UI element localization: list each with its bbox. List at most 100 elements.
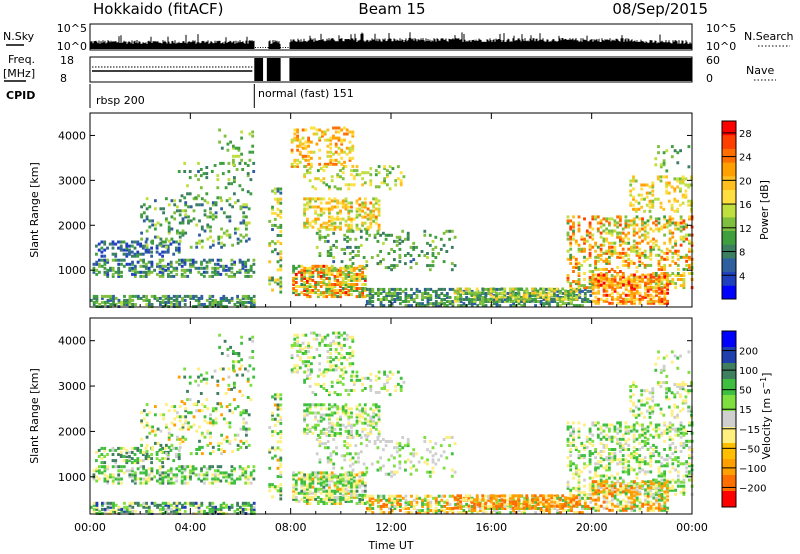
velocity-cell-1109 bbox=[352, 473, 356, 477]
power-cell-836 bbox=[276, 213, 280, 217]
power-cell-1053 bbox=[339, 268, 342, 272]
power-cell-888 bbox=[297, 293, 301, 297]
power-cell-391 bbox=[227, 274, 231, 278]
power-cell-1660 bbox=[384, 233, 388, 237]
velocity-cell-1328 bbox=[314, 403, 317, 407]
power-cell-999 bbox=[328, 289, 331, 292]
velocity-cell-698 bbox=[242, 417, 246, 421]
velocity-cell-781 bbox=[232, 360, 235, 364]
power-cell-226 bbox=[111, 274, 115, 278]
power-cell-658 bbox=[217, 241, 221, 245]
velocity-cell-348 bbox=[191, 465, 195, 469]
velocity-cell-280 bbox=[147, 475, 151, 479]
velocity-cell-515 bbox=[172, 459, 176, 463]
velocity-cell-1071 bbox=[344, 483, 348, 487]
power-cell-1759 bbox=[371, 287, 375, 291]
power-cell-2829 bbox=[682, 278, 686, 281]
power-cell-1357 bbox=[328, 207, 331, 211]
power-cell-1209 bbox=[315, 142, 319, 146]
velocity-cell-1215 bbox=[318, 343, 322, 347]
power-cell-2494 bbox=[610, 249, 614, 253]
velocity-cell-663 bbox=[220, 441, 223, 445]
velocity-cell-187 bbox=[247, 501, 251, 505]
power-cell-2107 bbox=[567, 294, 571, 297]
velocity-cell-990 bbox=[325, 489, 329, 493]
power-cell-448 bbox=[114, 252, 118, 256]
velocity-cell-723 bbox=[194, 379, 198, 383]
power-cell-2380 bbox=[588, 270, 592, 273]
velocity-cell-637 bbox=[206, 429, 210, 433]
power-cell-1484 bbox=[377, 207, 381, 211]
power-cell-2563 bbox=[624, 223, 628, 227]
velocity-cell-309 bbox=[167, 473, 170, 477]
power-cell-3227 bbox=[690, 199, 693, 203]
power-cell-931 bbox=[308, 278, 312, 282]
velocity-cell-1038 bbox=[336, 485, 340, 489]
velocity-cell-60 bbox=[136, 503, 140, 507]
power-cell-3115 bbox=[666, 277, 669, 281]
velocity-cell-1316 bbox=[308, 403, 312, 407]
power-cell-2817 bbox=[679, 243, 683, 247]
velocity-cell-1611 bbox=[343, 440, 347, 443]
velocity-cell-1079 bbox=[347, 495, 351, 499]
power-cell-556 bbox=[159, 237, 163, 241]
velocity-cell-491 bbox=[144, 446, 148, 450]
velocity-cell-692 bbox=[239, 413, 243, 417]
power-cell-3200 bbox=[676, 177, 679, 181]
power-cell-2197 bbox=[503, 291, 507, 295]
power-cell-1406 bbox=[347, 215, 351, 219]
power-cell-2470 bbox=[605, 219, 608, 223]
power-cell-2673 bbox=[646, 219, 650, 223]
power-cell-964 bbox=[319, 293, 323, 297]
power-cell-2356 bbox=[580, 235, 584, 239]
velocity-cell-130 bbox=[197, 503, 201, 507]
velocity-cell-940 bbox=[311, 491, 315, 495]
power-cell-3052 bbox=[646, 285, 650, 289]
power-cell-2544 bbox=[621, 251, 625, 255]
power-cell-1388 bbox=[339, 209, 342, 213]
power-cell-426 bbox=[252, 270, 256, 274]
power-cell-2800 bbox=[674, 223, 677, 227]
power-cell-1411 bbox=[350, 227, 353, 231]
power-cell-1780 bbox=[385, 292, 388, 295]
velocity-cell-1056 bbox=[341, 495, 345, 499]
power-cell-327 bbox=[180, 268, 184, 272]
power-cell-498 bbox=[155, 250, 159, 254]
power-cell-616 bbox=[195, 241, 199, 245]
power-cell-1237 bbox=[329, 142, 333, 146]
power-cell-1520 bbox=[341, 171, 345, 175]
power-cell-28 bbox=[109, 294, 113, 298]
velocity-cell-1474 bbox=[374, 413, 378, 417]
power-cell-1376 bbox=[336, 225, 340, 229]
power-cell-1460 bbox=[369, 213, 373, 217]
power-cell-1355 bbox=[328, 211, 331, 215]
velocity-cell-1017 bbox=[330, 479, 334, 483]
power-cell-1796 bbox=[393, 294, 397, 297]
power-cell-3244 bbox=[670, 145, 674, 149]
power-cell-3051 bbox=[646, 287, 650, 291]
power-cell-261 bbox=[136, 270, 140, 274]
velocity-cell-74 bbox=[150, 509, 154, 513]
power-cell-1364 bbox=[330, 217, 334, 221]
velocity-cell-660 bbox=[217, 441, 221, 445]
power-cell-1208 bbox=[312, 126, 316, 130]
nave-label: Nave bbox=[746, 64, 774, 77]
power-cell-3042 bbox=[644, 287, 647, 291]
power-cell-2638 bbox=[638, 217, 642, 221]
power-cell-2218 bbox=[517, 287, 520, 291]
power-cell-820 bbox=[273, 248, 277, 252]
velocity-cell-1 bbox=[90, 505, 93, 509]
velocity-cell-1394 bbox=[341, 405, 345, 409]
velocity-cell-1526 bbox=[350, 389, 353, 392]
power-cell-429 bbox=[95, 252, 98, 256]
power-cell-3123 bbox=[632, 207, 635, 211]
power-cell-1789 bbox=[390, 298, 394, 301]
velocity-cell-47 bbox=[125, 505, 129, 509]
velocity-cell-904 bbox=[303, 493, 306, 497]
velocity-cell-1182 bbox=[301, 347, 305, 351]
velocity-cell-839 bbox=[276, 405, 280, 409]
velocity-cell-937 bbox=[308, 473, 312, 477]
power-cell-2668 bbox=[646, 255, 650, 259]
power-cell-1101 bbox=[352, 287, 356, 290]
power-cell-2543 bbox=[621, 255, 625, 259]
